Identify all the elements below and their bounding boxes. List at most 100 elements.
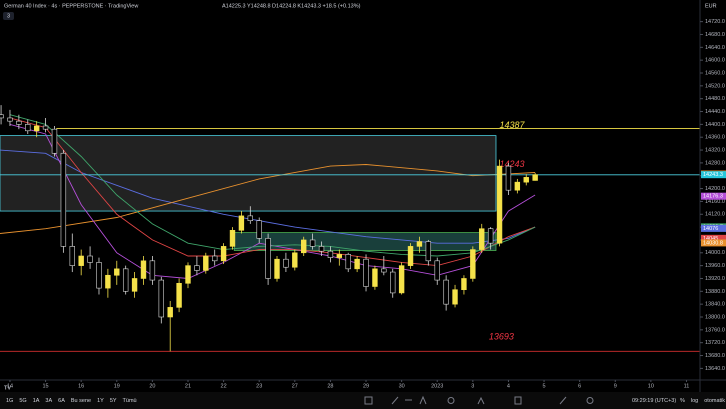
x-tick-label: 23	[256, 383, 262, 389]
candle-body	[16, 120, 22, 125]
scale-option[interactable]: %	[680, 398, 685, 404]
candle-body	[247, 215, 254, 221]
y-tick-label: 14200.0	[705, 186, 725, 192]
candle-body	[336, 254, 343, 258]
candle-body	[25, 124, 31, 132]
range-button[interactable]: 1G	[6, 398, 13, 404]
moving-average	[0, 164, 536, 234]
range-button[interactable]: 5G	[19, 398, 26, 404]
candle-body	[461, 278, 467, 291]
candle-body	[443, 279, 449, 305]
x-tick-label: 27	[292, 383, 298, 389]
level-label: 14243	[500, 159, 525, 169]
candle-body	[416, 241, 423, 247]
price-tag-label: 14045	[703, 236, 718, 242]
y-tick-label: 13880.0	[705, 289, 725, 295]
candle-body	[407, 246, 414, 266]
y-tick-label: 14440.0	[705, 109, 725, 115]
moving-average	[9, 114, 536, 257]
candle-body	[256, 220, 262, 239]
candle-body	[318, 246, 325, 252]
x-tick-label: 6	[578, 383, 581, 389]
range-buttons: 1G 5G 1A 3A 6A Bu sene 1Y 5Y Tümü	[6, 398, 137, 404]
x-tick-label: 3	[471, 383, 474, 389]
moving-average	[9, 123, 536, 279]
candle-body	[434, 260, 440, 281]
collapse-button[interactable]	[3, 12, 14, 20]
x-tick-label: 16	[78, 383, 84, 389]
collapse-count[interactable]: 3	[7, 13, 10, 19]
candle-body	[122, 268, 129, 292]
x-tick-label: 2023	[431, 383, 443, 389]
x-tick-label: 11	[684, 383, 690, 389]
price-tag	[701, 224, 726, 232]
candle-body	[69, 246, 75, 266]
y-tick-label: 14000.0	[705, 250, 725, 256]
y-tick-label: 14560.0	[705, 70, 725, 76]
price-tag	[701, 234, 726, 242]
y-tick-label: 13800.0	[705, 314, 725, 320]
range-button[interactable]: 1Y	[97, 398, 104, 404]
bottom-toolbar	[0, 392, 726, 409]
price-tag-label: 14076	[703, 226, 718, 232]
y-tick-label: 14680.0	[705, 32, 725, 38]
ohlc-values: A14225.3 Y14248.8 D14224.8 K14243.3 +18.…	[222, 3, 361, 9]
candle-body	[283, 258, 289, 268]
candle-body	[78, 255, 84, 266]
scale-option[interactable]: otomatik	[704, 398, 725, 404]
moving-average	[0, 149, 536, 244]
price-tag-label: 14176.3	[703, 194, 723, 200]
candle-body	[523, 177, 529, 183]
scale-option[interactable]: log	[691, 398, 698, 404]
x-tick-label: 9	[614, 383, 617, 389]
x-tick-label: 5	[543, 383, 546, 389]
candle-body	[131, 278, 138, 292]
range-button[interactable]: 5Y	[110, 398, 117, 404]
candle-body	[211, 255, 218, 262]
candle-body	[274, 258, 280, 279]
currency-selector[interactable]: EUR	[705, 3, 717, 9]
candle-body	[354, 258, 360, 270]
candle-body	[0, 114, 4, 119]
y-tick-label: 13840.0	[705, 302, 725, 308]
candle-body	[96, 262, 102, 289]
range-button[interactable]: 3A	[45, 398, 52, 404]
y-tick-label: 14600.0	[705, 58, 725, 64]
candle-body	[532, 174, 538, 181]
price-tag	[701, 239, 726, 247]
candle-body	[238, 215, 245, 231]
y-tick-label: 14280.0	[705, 160, 725, 166]
price-tag-label: 14243.3	[703, 172, 723, 178]
candle-body	[194, 265, 200, 271]
x-tick-label: 19	[114, 383, 120, 389]
candle-body	[381, 268, 387, 273]
x-tick-label: 4	[507, 383, 510, 389]
y-tick-label: 13960.0	[705, 263, 725, 269]
candle-body	[327, 250, 334, 258]
x-tick-label: 30	[399, 383, 405, 389]
x-tick-label: 20	[149, 383, 155, 389]
range-button[interactable]: Bu sene	[71, 398, 91, 404]
candle-body	[203, 255, 209, 271]
y-tick-label: 14520.0	[705, 83, 725, 89]
candle-body	[140, 260, 147, 279]
range-button[interactable]: 1A	[33, 398, 40, 404]
candle-body	[496, 165, 503, 244]
price-tag	[701, 171, 726, 179]
candle-body	[514, 181, 521, 191]
candle-body	[452, 289, 458, 305]
range-button[interactable]: Tümü	[123, 398, 137, 404]
candle-body	[167, 307, 173, 318]
y-tick-label: 14320.0	[705, 148, 725, 154]
y-tick-label: 14480.0	[705, 96, 725, 102]
candle-body	[7, 117, 13, 122]
candle-body	[185, 265, 191, 284]
x-tick-label: 28	[327, 383, 333, 389]
clock: 09:29:19 (UTC+3)	[632, 398, 676, 404]
candle-body	[479, 228, 485, 250]
candle-body	[470, 249, 476, 279]
moving-average	[9, 117, 536, 267]
candle-body	[51, 128, 58, 154]
range-button[interactable]: 6A	[58, 398, 65, 404]
candle-body	[33, 125, 40, 132]
